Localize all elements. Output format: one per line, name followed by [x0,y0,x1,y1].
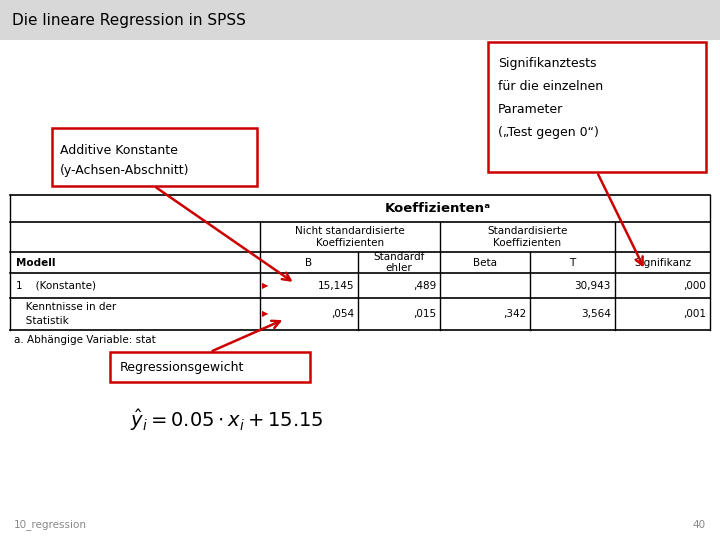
Bar [10,195,710,330]
Text: Standardf
ehler: Standardf ehler [373,252,425,273]
Text: Koeffizientenᵃ: Koeffizientenᵃ [384,202,490,215]
Text: Modell: Modell [16,258,55,267]
Text: für die einzelnen: für die einzelnen [498,80,603,93]
Text: ,054: ,054 [331,309,354,319]
Text: Standardisierte
Koeffizienten: Standardisierte Koeffizienten [487,226,567,248]
Text: $\hat{y}_i = 0.05 \cdot x_i + 15.15$: $\hat{y}_i = 0.05 \cdot x_i + 15.15$ [130,407,324,433]
Text: („Test gegen 0“): („Test gegen 0“) [498,126,599,139]
Text: Additive Konstante: Additive Konstante [60,144,178,157]
Text: Die lineare Regression in SPSS: Die lineare Regression in SPSS [12,12,246,28]
Text: ,342: ,342 [503,309,526,319]
Text: Statistik: Statistik [16,316,68,326]
Bar [52,128,257,186]
Text: T: T [570,258,575,267]
Text: ,000: ,000 [683,280,706,291]
Text: a. Abhängige Variable: stat: a. Abhängige Variable: stat [14,335,156,345]
Text: (y-Achsen-Abschnitt): (y-Achsen-Abschnitt) [60,164,189,177]
Text: Parameter: Parameter [498,103,563,116]
Text: Regressionsgewicht: Regressionsgewicht [120,361,244,374]
Text: ,015: ,015 [413,309,436,319]
Text: Beta: Beta [473,258,497,267]
Bar [488,42,706,172]
Bar [0,0,720,40]
Text: 10_regression: 10_regression [14,519,87,530]
Bar [110,352,310,382]
Text: 15,145: 15,145 [318,280,354,291]
Text: Nicht standardisierte
Koeffizienten: Nicht standardisierte Koeffizienten [295,226,405,248]
Text: ,489: ,489 [413,280,436,291]
Text: 40: 40 [693,520,706,530]
Text: ,001: ,001 [683,309,706,319]
Text: B: B [305,258,312,267]
Text: Signifikanztests: Signifikanztests [498,57,596,70]
Text: 1    (Konstante): 1 (Konstante) [16,280,96,291]
Text: ▶: ▶ [262,281,269,290]
Text: Signifikanz: Signifikanz [634,258,691,267]
Text: Kenntnisse in der: Kenntnisse in der [16,302,116,312]
Text: 3,564: 3,564 [581,309,611,319]
Text: ▶: ▶ [262,309,269,319]
Text: 30,943: 30,943 [575,280,611,291]
